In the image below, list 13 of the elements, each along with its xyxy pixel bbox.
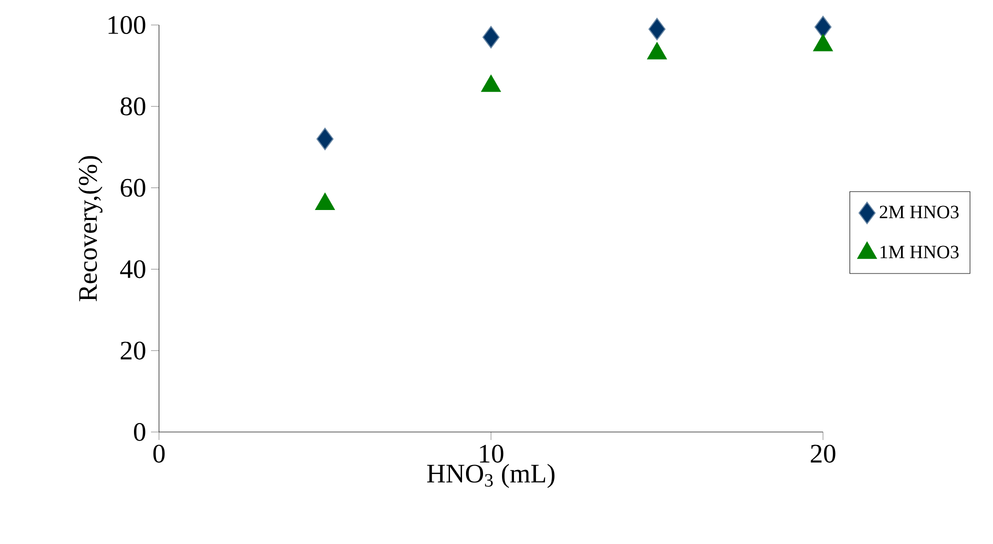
- y-tick-label: 40: [120, 260, 146, 278]
- legend-label: 1M HNO3: [880, 246, 959, 258]
- y-tick-label: 100: [108, 16, 146, 34]
- x-tick-label: 10: [480, 444, 504, 463]
- x-tick-label: 0: [153, 444, 165, 463]
- y-axis-title: Recovery,(%): [78, 156, 102, 302]
- x-tick-label: 20: [810, 444, 836, 463]
- y-tick-label: 60: [120, 178, 146, 197]
- legend-label: 2M HNO3: [880, 206, 959, 218]
- y-tick-label: 0: [134, 423, 146, 441]
- y-tick-label: 20: [120, 342, 146, 360]
- y-tick-label: 80: [120, 97, 146, 116]
- x-axis-title: HNO$_{3}$ (mL): [427, 464, 554, 488]
